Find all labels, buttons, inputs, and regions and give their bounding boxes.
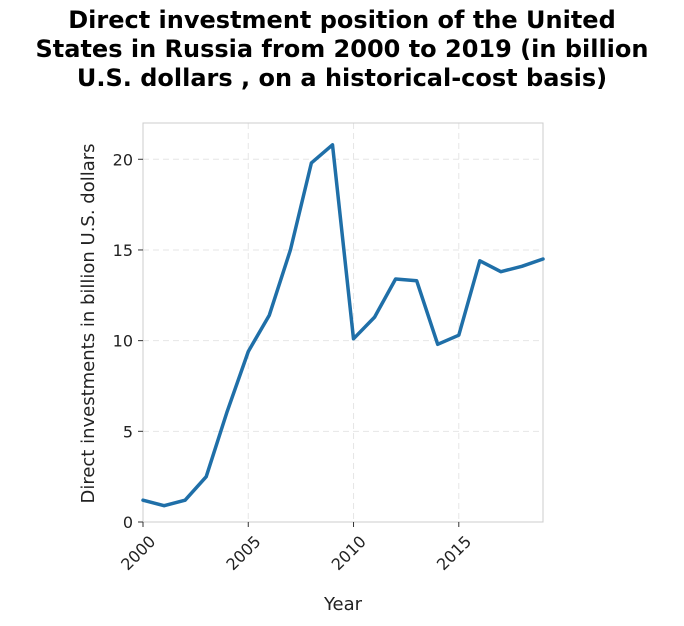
- y-tick-label: 15: [113, 241, 133, 260]
- y-tick-label: 10: [113, 332, 133, 351]
- x-tick-label: 2015: [433, 532, 475, 574]
- chart-title-line-2: States in Russia from 2000 to 2019 (in b…: [35, 35, 649, 63]
- y-tick-label: 20: [113, 150, 133, 169]
- grid-lines: [143, 123, 543, 522]
- y-axis-title: Direct investments in billion U.S. dolla…: [78, 143, 99, 503]
- chart-title-line-1: Direct investment position of the United: [68, 6, 616, 34]
- x-tick-label: 2000: [117, 532, 159, 574]
- x-tick-label: 2010: [328, 532, 370, 574]
- x-axis-title: Year: [323, 594, 363, 615]
- axis-ticks: 0 5 10 15 20 2000 2005 2010 2015: [113, 150, 475, 574]
- series-line: [141, 143, 545, 508]
- y-tick-label: 5: [123, 422, 133, 441]
- plot-area: [142, 122, 544, 523]
- chart-title-line-3: U.S. dollars , on a historical-cost basi…: [76, 64, 608, 92]
- chart-title: Direct investment position of the United…: [0, 6, 684, 93]
- y-tick-label: 0: [123, 513, 133, 532]
- x-tick-label: 2005: [222, 532, 264, 574]
